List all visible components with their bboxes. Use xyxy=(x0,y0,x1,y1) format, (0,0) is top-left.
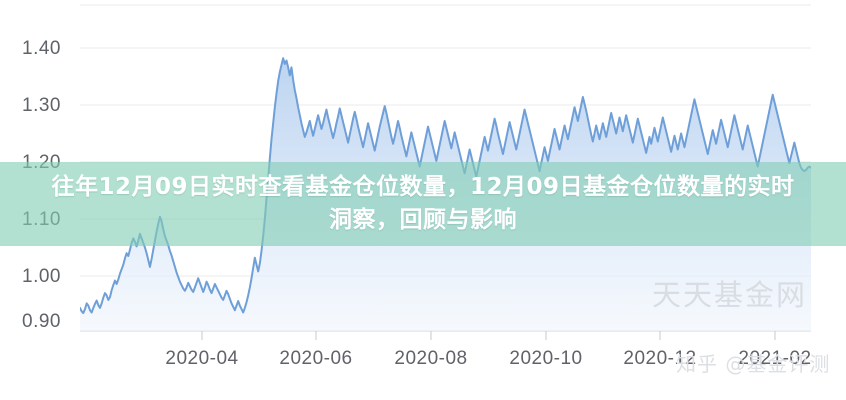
y-tick-label: 1.30 xyxy=(22,95,61,116)
x-tick-label: 2020-04 xyxy=(165,348,239,369)
y-tick-label: 1.40 xyxy=(22,38,61,59)
x-tick-label: 2020-08 xyxy=(394,348,468,369)
tiantian-fund-watermark: 天天基金网 xyxy=(652,278,808,312)
overlay-headline: 往年12月09日实时查看基金仓位数量，12月09日基金仓位数量的实时洞察，回顾与… xyxy=(51,174,795,233)
x-tick-label: 2020-06 xyxy=(279,348,353,369)
x-tick-label: 2021-02 xyxy=(738,348,812,369)
x-tick-label: 2020-10 xyxy=(509,348,583,369)
title-overlay-banner: 往年12月09日实时查看基金仓位数量，12月09日基金仓位数量的实时洞察，回顾与… xyxy=(0,162,846,246)
y-tick-label: 0.90 xyxy=(22,311,61,332)
chart-x-tick-marks xyxy=(201,331,776,340)
x-tick-label: 2020-12 xyxy=(623,348,697,369)
y-tick-label: 1.00 xyxy=(22,266,61,287)
zhihu-watermark: 知乎 @基金评测 xyxy=(676,352,831,376)
chart-line xyxy=(80,57,811,315)
